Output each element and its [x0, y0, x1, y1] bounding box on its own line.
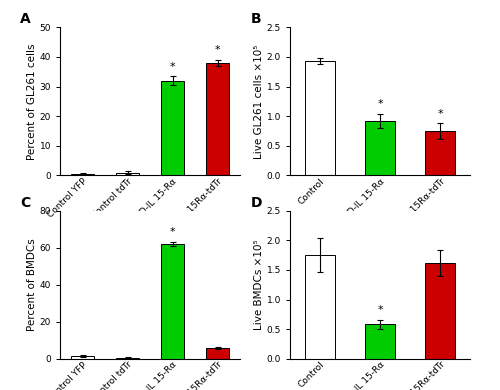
Bar — [116, 358, 139, 359]
Bar — [116, 172, 139, 176]
Bar — [365, 121, 395, 176]
Bar — [72, 356, 94, 359]
Bar — [305, 255, 335, 359]
Y-axis label: Live BMDCs ×10⁵: Live BMDCs ×10⁵ — [254, 239, 264, 330]
Bar — [425, 131, 455, 176]
Bar — [305, 61, 335, 176]
Y-axis label: Percent of BMDCs: Percent of BMDCs — [26, 238, 36, 331]
Bar — [206, 63, 229, 176]
Bar — [206, 348, 229, 359]
Y-axis label: Live GL261 cells ×10⁵: Live GL261 cells ×10⁵ — [254, 44, 264, 159]
Text: A: A — [20, 12, 31, 27]
Bar — [365, 324, 395, 359]
Bar — [161, 244, 184, 359]
Bar — [161, 81, 184, 176]
Bar — [425, 263, 455, 359]
Text: *: * — [214, 46, 220, 55]
Text: D: D — [250, 196, 262, 210]
Text: C: C — [20, 196, 30, 210]
Text: *: * — [377, 305, 383, 315]
Text: *: * — [377, 99, 383, 110]
Text: *: * — [170, 62, 175, 72]
Text: *: * — [170, 227, 175, 237]
Y-axis label: Percent of GL261 cells: Percent of GL261 cells — [26, 43, 36, 160]
Bar — [72, 174, 94, 176]
Text: *: * — [437, 109, 443, 119]
Text: B: B — [250, 12, 261, 27]
